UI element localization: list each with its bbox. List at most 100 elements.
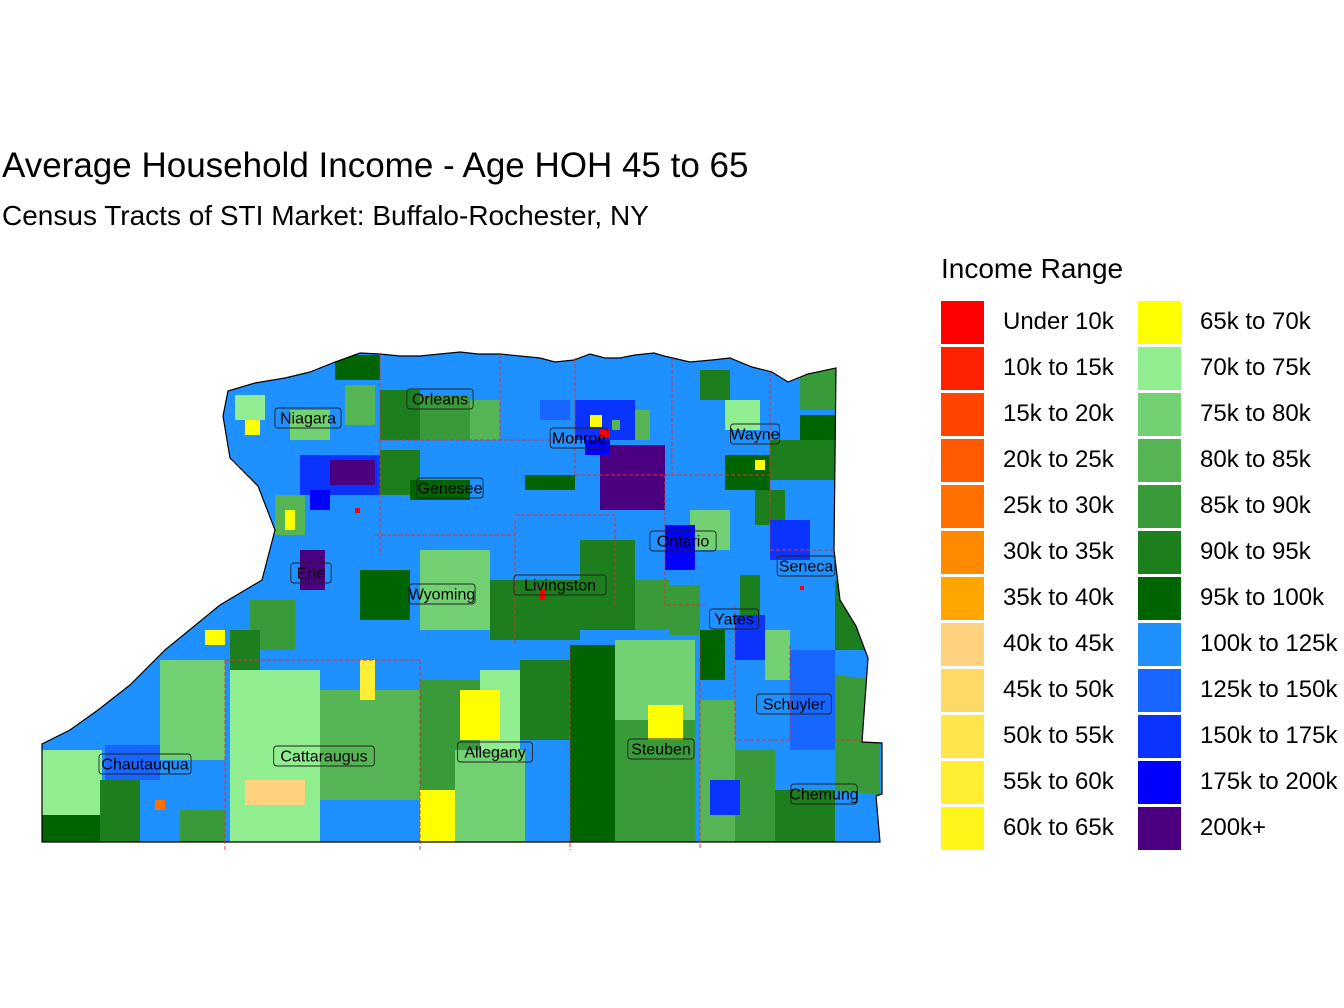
tract bbox=[160, 660, 225, 760]
county-label-box bbox=[457, 741, 533, 763]
tract bbox=[665, 525, 695, 570]
county-name: Seneca bbox=[779, 559, 833, 576]
legend-label: 20k to 25k bbox=[1003, 446, 1114, 473]
tract bbox=[735, 750, 775, 842]
tract bbox=[800, 415, 836, 440]
legend-label: 85k to 90k bbox=[1200, 492, 1311, 519]
county-label-schuyler: Schuyler bbox=[756, 693, 832, 715]
tract bbox=[455, 750, 525, 842]
county-label-orleans: Orleans bbox=[406, 388, 474, 410]
tract bbox=[648, 705, 683, 740]
legend-swatch bbox=[1138, 669, 1181, 712]
legend-swatch bbox=[941, 715, 984, 758]
legend-swatch bbox=[1138, 393, 1181, 436]
legend-swatch bbox=[1138, 347, 1181, 390]
tract bbox=[580, 540, 635, 630]
county-name: Wyoming bbox=[409, 587, 476, 604]
legend-label: 125k to 150k bbox=[1200, 676, 1338, 703]
legend-label: 70k to 75k bbox=[1200, 354, 1311, 381]
tract bbox=[360, 660, 375, 700]
county-border bbox=[664, 475, 705, 606]
county-label-box bbox=[756, 693, 832, 715]
tract bbox=[460, 690, 500, 740]
tract bbox=[235, 395, 265, 420]
legend-label: Under 10k bbox=[1003, 308, 1114, 335]
county-label-box bbox=[406, 388, 474, 410]
legend-label: 60k to 65k bbox=[1003, 814, 1114, 841]
tract bbox=[100, 780, 140, 842]
county-name: Livingston bbox=[524, 578, 596, 595]
legend-swatch bbox=[941, 531, 984, 574]
county-label-box bbox=[408, 583, 476, 605]
tract bbox=[410, 480, 470, 500]
county-name: Ontario bbox=[657, 534, 710, 551]
county-label-livingston: Livingston bbox=[513, 574, 607, 596]
county-name: Orleans bbox=[412, 392, 468, 409]
legend-label: 150k to 175k bbox=[1200, 722, 1338, 749]
tract bbox=[725, 400, 760, 430]
legend-swatch bbox=[1138, 485, 1181, 528]
tract bbox=[770, 440, 836, 480]
tract bbox=[155, 800, 165, 810]
county-label-box bbox=[776, 555, 836, 577]
legend-label: 50k to 55k bbox=[1003, 722, 1114, 749]
tract bbox=[700, 630, 725, 680]
legend-swatch bbox=[941, 807, 984, 850]
tract bbox=[612, 420, 620, 430]
county-name: Wayne bbox=[730, 427, 779, 444]
tract bbox=[835, 675, 880, 795]
tract bbox=[540, 400, 570, 420]
legend-label: 55k to 60k bbox=[1003, 768, 1114, 795]
county-label-box bbox=[790, 783, 858, 805]
legend-label: 15k to 20k bbox=[1003, 400, 1114, 427]
tract bbox=[380, 390, 420, 440]
legend-swatch bbox=[941, 393, 984, 436]
tract bbox=[765, 630, 790, 680]
tract bbox=[800, 586, 804, 590]
tract bbox=[700, 370, 730, 400]
tract bbox=[285, 510, 295, 530]
tract bbox=[800, 370, 836, 410]
county-label-genesee: Genesee bbox=[416, 477, 484, 499]
legend-label: 200k+ bbox=[1200, 814, 1267, 841]
legend-swatch bbox=[941, 577, 984, 620]
county-label-allegany: Allegany bbox=[457, 741, 533, 763]
tract bbox=[330, 460, 375, 485]
legend-swatch bbox=[1138, 439, 1181, 482]
tract bbox=[42, 815, 102, 842]
map-subtitle: Census Tracts of STI Market: Buffalo-Roc… bbox=[2, 200, 649, 231]
county-label-box bbox=[98, 753, 192, 775]
legend-swatch bbox=[941, 347, 984, 390]
legend-swatch bbox=[1138, 577, 1181, 620]
legend-swatch bbox=[941, 439, 984, 482]
county-label-monroe: Monroe bbox=[549, 427, 609, 449]
tract bbox=[670, 585, 700, 635]
legend-label: 40k to 45k bbox=[1003, 630, 1114, 657]
county-name: Chemung bbox=[789, 787, 858, 804]
map-title: Average Household Income - Age HOH 45 to… bbox=[2, 146, 749, 185]
county-name: Niagara bbox=[280, 411, 336, 428]
tract bbox=[735, 615, 765, 660]
county-label-steuben: Steuben bbox=[627, 738, 695, 760]
county-label-box bbox=[709, 608, 759, 630]
legend-swatch bbox=[941, 485, 984, 528]
legend-label: 75k to 80k bbox=[1200, 400, 1311, 427]
legend-label: 10k to 15k bbox=[1003, 354, 1114, 381]
county-label-box bbox=[273, 745, 375, 767]
tract bbox=[420, 790, 455, 842]
tract bbox=[520, 660, 570, 740]
county-name: Steuben bbox=[631, 742, 691, 759]
tract bbox=[420, 550, 490, 630]
county-label-box bbox=[274, 407, 342, 429]
tract bbox=[360, 570, 410, 620]
county-label-yates: Yates bbox=[709, 608, 759, 630]
legend-label: 25k to 30k bbox=[1003, 492, 1114, 519]
county-name: Erie bbox=[297, 566, 326, 583]
tract bbox=[230, 630, 260, 670]
tract bbox=[490, 580, 580, 640]
tract bbox=[345, 385, 375, 425]
region-outline bbox=[41, 351, 883, 843]
legend-label: 30k to 35k bbox=[1003, 538, 1114, 565]
county-name: Allegany bbox=[464, 745, 525, 762]
tract bbox=[740, 575, 760, 615]
